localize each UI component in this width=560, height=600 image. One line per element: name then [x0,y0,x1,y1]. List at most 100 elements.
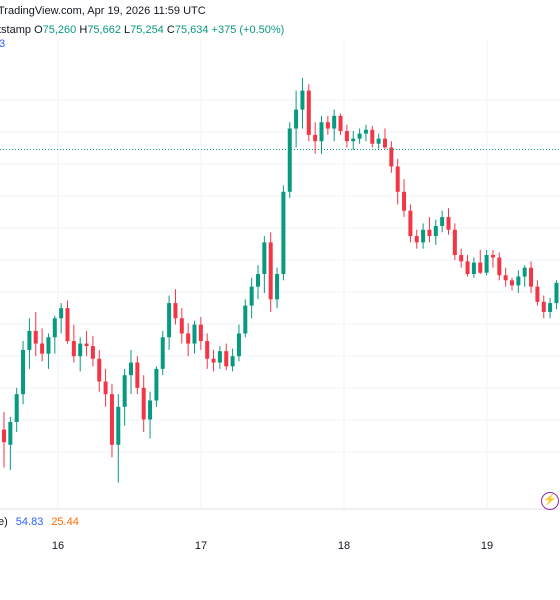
candle-body [446,217,451,230]
candle-body [351,138,356,142]
candle-body [433,225,438,237]
x-tick-label: 19 [480,540,494,552]
candle-body [249,286,254,306]
candle-body [21,349,26,395]
candle-body [465,261,470,274]
candle-body [154,368,159,401]
candle-body [548,303,553,312]
candle-body [179,318,184,334]
indicator-label: e) [0,516,8,528]
close-value: 75,634 [174,24,209,36]
candle-body [243,305,248,334]
candle-body [198,324,203,342]
candle-body [116,406,121,445]
open-value: 75,260 [42,24,77,36]
candle-body [40,343,45,354]
candle-body [395,166,400,192]
candle-body [370,129,375,144]
candle-body [332,115,337,129]
candle-body [97,358,102,382]
candle-body [484,255,489,273]
candle-body [129,362,133,376]
candle-body [27,330,32,350]
candle-body [230,356,235,367]
candle-body [148,400,153,420]
candle-body [383,138,387,148]
candle-body [8,421,13,445]
open-label: O [34,24,43,36]
candle-body [52,318,57,338]
candle-body [71,341,76,357]
indicator-legend: e) 54.83 25.44 [0,516,79,528]
candle-body [357,133,362,139]
chart-header: TradingView.com, Apr 19, 2026 11:59 UTC … [0,0,560,50]
candle-body [205,341,210,359]
x-tick-label: 16 [51,540,65,552]
candle-body [256,274,260,287]
candle-body [503,275,508,281]
candle-body [497,257,502,276]
candle-body [103,381,108,395]
change-value: +375 (+0.50%) [211,24,285,36]
candle-body [338,115,343,132]
candle-body [287,128,292,192]
volume-fragment: 3 [0,38,6,50]
candle-body [313,134,318,142]
candle-body [440,217,445,226]
candle-body [389,147,394,167]
candle-body [160,337,165,369]
candle-body [421,229,426,243]
candle-body [471,262,476,274]
x-tick-label: 17 [194,540,208,552]
candle-body [217,351,222,363]
candle-body [306,90,311,135]
candle-body [167,303,172,338]
candle-body [268,242,273,300]
low-value: 75,254 [130,24,164,36]
lightning-replay-icon[interactable]: ⚡ [541,492,559,510]
candle-body [535,286,540,302]
candle-body [173,303,178,319]
candle-body [84,343,89,347]
candle-body [522,267,527,277]
candle-body [224,351,229,367]
candle-body [325,122,330,129]
candle-body [46,337,51,354]
candle-body [402,191,407,211]
candle-body [427,229,432,237]
candle-body [363,129,368,134]
candle-body [90,346,95,359]
source-line: TradingView.com, Apr 19, 2026 11:59 UTC [0,5,206,17]
candle-body [541,301,546,312]
candle-body [122,375,127,407]
candle-body [211,358,216,363]
indicator-value-a: 54.83 [15,516,44,528]
candle-body [262,242,267,274]
candle-body [554,282,559,304]
indicator-value-b: 25.44 [51,516,79,528]
candle-body [186,333,191,344]
candle-body [14,394,19,422]
candle-body [141,387,146,420]
high-value: 75,662 [87,24,121,36]
candle-body [281,191,286,274]
exchange-name: tstamp [0,24,32,36]
candle-body [78,343,83,357]
candle-body [59,308,64,319]
candle-body [510,280,514,286]
candle-body [408,210,413,237]
candle-body [490,255,495,258]
candle-body [65,308,70,342]
candle-body [478,262,483,273]
candle-body [236,333,241,357]
candle-body [2,429,6,443]
candle-body [300,90,305,110]
ohlc-legend: tstamp O75,260 H75,662 L75,254 C75,634 +… [0,24,284,36]
high-label: H [79,24,88,36]
candle-body [33,330,38,344]
candle-body [135,362,140,388]
candle-body [529,267,534,287]
candle-body [294,109,299,129]
candle-body [459,255,464,262]
